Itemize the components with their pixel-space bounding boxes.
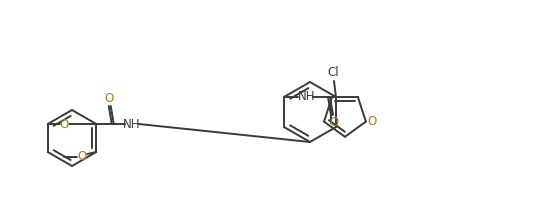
Text: O: O [330, 115, 338, 129]
Text: O: O [367, 115, 376, 128]
Text: O: O [104, 93, 113, 105]
Text: O: O [59, 117, 68, 131]
Text: O: O [78, 150, 87, 164]
Text: Cl: Cl [327, 65, 339, 78]
Text: NH: NH [298, 90, 316, 102]
Text: NH: NH [123, 118, 141, 132]
